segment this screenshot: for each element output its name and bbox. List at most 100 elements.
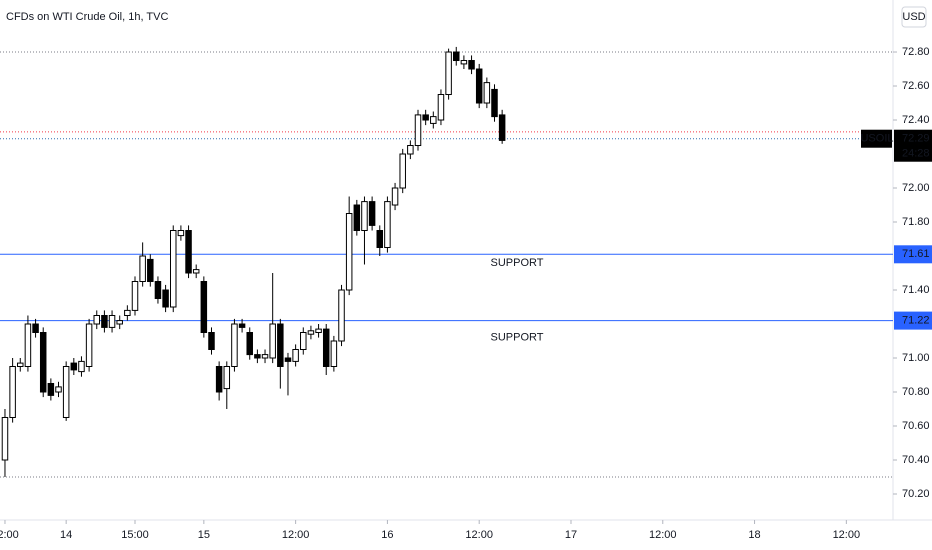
y-tick-label: 70.20 xyxy=(902,488,930,500)
y-tick-label: 71.00 xyxy=(902,352,930,364)
support-label: SUPPORT xyxy=(491,257,544,269)
candle-body xyxy=(177,230,185,237)
candle-body xyxy=(70,362,78,371)
x-tick-label: 15 xyxy=(198,529,210,541)
candle-body xyxy=(9,365,16,418)
candle-body xyxy=(47,382,55,396)
x-tick-label: 12:00 xyxy=(0,529,19,541)
candle-body xyxy=(468,60,475,70)
candle-body xyxy=(483,82,491,104)
candle-body xyxy=(192,269,200,274)
candle-body xyxy=(254,354,261,359)
candle-body xyxy=(17,362,24,367)
level-price-label: 71.22 xyxy=(902,315,930,327)
level-price-box xyxy=(894,245,932,264)
candle-body xyxy=(269,323,276,359)
level-price-label: 71.61 xyxy=(902,248,930,260)
y-tick-label: 70.60 xyxy=(902,420,930,432)
candle-body xyxy=(353,204,361,232)
y-tick-label: 72.60 xyxy=(902,80,930,92)
candle-body xyxy=(108,315,116,328)
y-tick-label: 72.00 xyxy=(902,182,930,194)
currency-label[interactable]: USD xyxy=(902,11,925,23)
x-tick-label: 12:00 xyxy=(282,529,310,541)
candle-body xyxy=(307,330,315,335)
y-tick-label: 72.40 xyxy=(902,114,930,126)
symbol-label: USOIL xyxy=(860,133,893,145)
candle-body xyxy=(391,187,399,206)
candle-body xyxy=(345,213,353,291)
candle-body xyxy=(93,315,101,325)
candle-body xyxy=(200,281,208,334)
x-tick-label: 18 xyxy=(748,529,760,541)
candle-body xyxy=(368,201,376,226)
candle-body xyxy=(131,281,139,311)
candle-body xyxy=(154,281,162,300)
candle-body xyxy=(498,114,506,141)
candle-body xyxy=(55,386,62,393)
candle-body xyxy=(223,365,231,390)
x-tick-label: 12:00 xyxy=(833,529,861,541)
candle-body xyxy=(238,323,246,328)
candle-body xyxy=(284,357,292,362)
candle-body xyxy=(361,201,368,232)
candle-body xyxy=(430,116,437,124)
candle-body xyxy=(208,332,215,350)
candle-body xyxy=(399,153,406,189)
candle-body xyxy=(315,328,322,334)
candle-body xyxy=(414,114,422,147)
countdown-label: 24:28 xyxy=(902,148,930,160)
candle-body xyxy=(475,68,483,104)
candle-body xyxy=(116,320,123,325)
x-tick-label: 17 xyxy=(565,529,577,541)
candle-body xyxy=(460,60,468,65)
candle-body xyxy=(330,340,338,367)
candle-body xyxy=(124,309,131,317)
symbol-box xyxy=(861,129,892,148)
x-tick-label: 14 xyxy=(60,529,72,541)
candle-body xyxy=(1,416,9,461)
candle-body xyxy=(422,114,429,121)
x-tick-label: 15:00 xyxy=(121,529,149,541)
candle-body xyxy=(32,323,39,334)
candle-body xyxy=(85,323,93,367)
level-price-box xyxy=(894,311,932,330)
candle-body xyxy=(491,88,498,118)
candle-body xyxy=(407,145,414,155)
y-tick-label: 70.40 xyxy=(902,454,930,466)
y-tick-label: 72.80 xyxy=(902,46,930,58)
y-tick-label: 71.80 xyxy=(902,216,930,228)
x-tick-label: 12:00 xyxy=(465,529,493,541)
candle-body xyxy=(24,323,32,367)
candle-body xyxy=(261,354,269,359)
y-tick-label: 70.80 xyxy=(902,386,930,398)
x-tick-label: 16 xyxy=(381,529,393,541)
candle-body xyxy=(322,328,330,367)
currency-button[interactable] xyxy=(901,6,927,28)
candle-body xyxy=(139,255,146,283)
candle-body xyxy=(215,365,223,393)
chart-title: CFDs on WTI Crude Oil, 1h, TVC xyxy=(6,11,168,23)
x-tick-label: 12:00 xyxy=(649,529,677,541)
candle-body xyxy=(62,365,70,418)
candle-body xyxy=(246,332,253,356)
candle-body xyxy=(453,51,460,62)
support-label: SUPPORT xyxy=(491,332,544,344)
candle-body xyxy=(338,289,345,342)
candle-body xyxy=(147,258,154,283)
candle-body xyxy=(277,323,284,367)
candle-body xyxy=(437,94,445,121)
candle-body xyxy=(445,51,452,96)
candle-body xyxy=(384,201,391,249)
last-price-label: 72.29 xyxy=(902,133,930,145)
last-price-box xyxy=(894,129,932,162)
candle-body xyxy=(169,230,177,308)
candle-body xyxy=(300,332,307,350)
candle-body xyxy=(162,289,169,308)
candle-body xyxy=(78,360,85,373)
candle-body xyxy=(292,348,299,362)
candle-body xyxy=(376,230,384,249)
candle-body xyxy=(231,323,238,367)
candle-body xyxy=(185,230,192,274)
